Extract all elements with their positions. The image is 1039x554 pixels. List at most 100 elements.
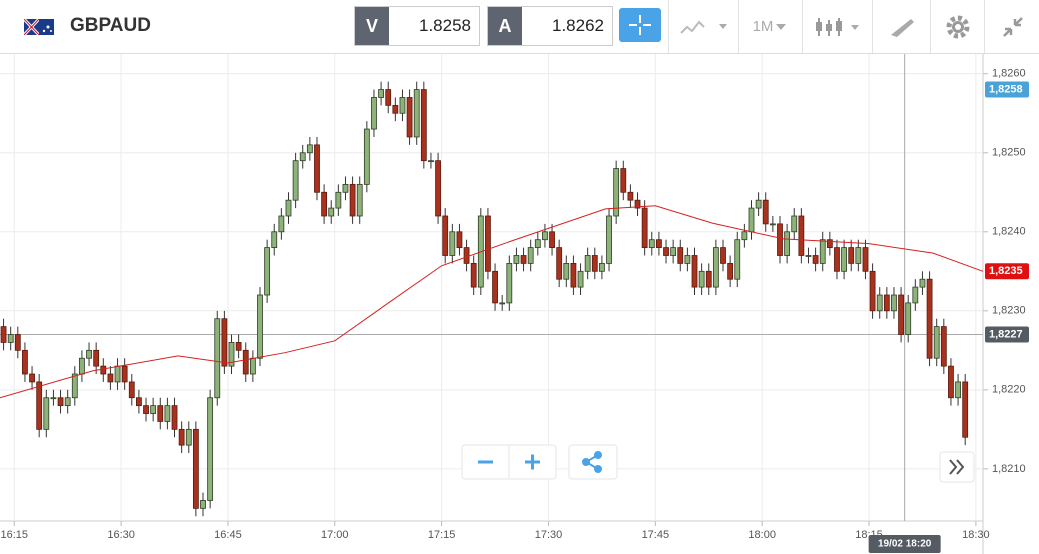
candle-body: [634, 199, 641, 209]
candle-body: [257, 294, 263, 359]
candle-body: [22, 349, 28, 375]
crosshair-time-label: 19/02 18:20: [878, 539, 932, 550]
x-tick-label: 16:15: [0, 529, 28, 541]
candle-body: [549, 231, 555, 248]
draw-button[interactable]: [872, 0, 931, 53]
candle-body: [164, 405, 171, 422]
timeframe-button[interactable]: 1M: [738, 0, 803, 53]
candle-body: [741, 231, 748, 241]
candle-body: [613, 168, 620, 217]
candle-body: [136, 397, 142, 407]
candle-body: [812, 255, 819, 264]
bid-button[interactable]: V 1.8258: [354, 6, 480, 46]
timeframe: 1M: [752, 18, 774, 35]
candle-body: [43, 397, 50, 430]
candle-body: [606, 215, 612, 264]
price-marker: [985, 263, 1029, 280]
candle-body: [691, 255, 698, 288]
candle-body: [50, 397, 57, 400]
candle-body: [955, 381, 961, 399]
x-tick-label: 17:00: [321, 529, 349, 541]
candle-body: [641, 207, 648, 248]
x-tick-label: 17:15: [428, 529, 456, 541]
zoom-controls: [461, 444, 975, 483]
bid-key: V: [355, 7, 389, 45]
candle-body: [0, 326, 7, 343]
candle-body: [698, 270, 705, 288]
candle-body: [720, 247, 726, 264]
candle-body: [556, 247, 563, 280]
candle-body: [314, 144, 320, 193]
candle-body: [57, 397, 64, 407]
candle-body: [734, 239, 741, 280]
candle-body: [221, 318, 228, 367]
candle-body: [848, 247, 855, 264]
candle-body: [435, 160, 441, 217]
candle-body: [228, 342, 235, 367]
candle-body: [869, 270, 876, 312]
crosshair-button[interactable]: [619, 8, 661, 42]
price-marker-label: 1,8235: [989, 265, 1023, 277]
ask-value: 1.8262: [552, 16, 604, 35]
candle-body: [449, 231, 456, 256]
candle-body: [335, 191, 342, 209]
candle-body: [342, 183, 349, 193]
candle-body: [428, 160, 434, 163]
candle-body: [883, 294, 890, 312]
candle-body: [784, 231, 791, 256]
indicator-button[interactable]: [668, 0, 739, 53]
collapse-button[interactable]: [984, 0, 1039, 53]
candle-body: [912, 286, 919, 304]
candle-body: [371, 97, 377, 130]
candle-body: [214, 318, 221, 399]
candle-body: [143, 405, 149, 414]
candle-body: [705, 270, 712, 288]
candle-body: [356, 183, 363, 217]
candle-body: [527, 247, 534, 264]
candle-body: [855, 247, 862, 264]
chart: 1,8210 1,8220 1,8230 1,8240 1,8250 1,8260 16:1…: [0, 54, 1029, 554]
ask-button[interactable]: A 1.8262: [487, 6, 613, 46]
x-tick-label: 17:45: [642, 529, 670, 541]
candle-body: [791, 215, 798, 233]
candle-body: [948, 365, 954, 399]
candle-body: [819, 239, 826, 264]
share-box[interactable]: [568, 444, 618, 480]
candle-body: [71, 373, 78, 399]
candle-body: [64, 397, 71, 407]
candle-body: [7, 334, 14, 343]
candle-body: [349, 183, 356, 217]
candle-body: [506, 262, 513, 304]
candle-body: [648, 239, 655, 248]
zoom-in[interactable]: [525, 454, 540, 470]
candle-body: [599, 262, 605, 272]
candle-body: [121, 365, 128, 383]
candle-body: [563, 262, 570, 280]
candle-body: [463, 247, 470, 264]
candle-body: [627, 191, 634, 201]
candle-body: [834, 247, 840, 272]
candle-body: [249, 357, 256, 375]
candle-body: [962, 381, 969, 438]
candle-body: [171, 405, 178, 430]
price-marker: [985, 81, 1029, 98]
candle-body: [150, 405, 157, 414]
x-tick-label: 18:30: [962, 529, 990, 541]
candle-body: [363, 128, 370, 185]
candle-body: [420, 89, 427, 162]
candle-body: [534, 239, 541, 248]
ask-key: A: [488, 7, 522, 45]
chart-type-button[interactable]: [802, 0, 873, 53]
settings-button[interactable]: [930, 0, 985, 53]
candle-body: [485, 215, 491, 272]
toolbar: GBPAUD V 1.8258 A 1.8262 1M: [0, 0, 1039, 54]
candle-body: [107, 373, 114, 383]
candle-body: [321, 191, 328, 217]
candle-body: [591, 255, 598, 272]
candle-body: [114, 365, 121, 383]
candle-body: [777, 223, 783, 256]
moving-average: [0, 205, 984, 399]
candle-body: [264, 247, 271, 296]
candle-body: [670, 247, 677, 256]
candle-body: [200, 500, 206, 509]
